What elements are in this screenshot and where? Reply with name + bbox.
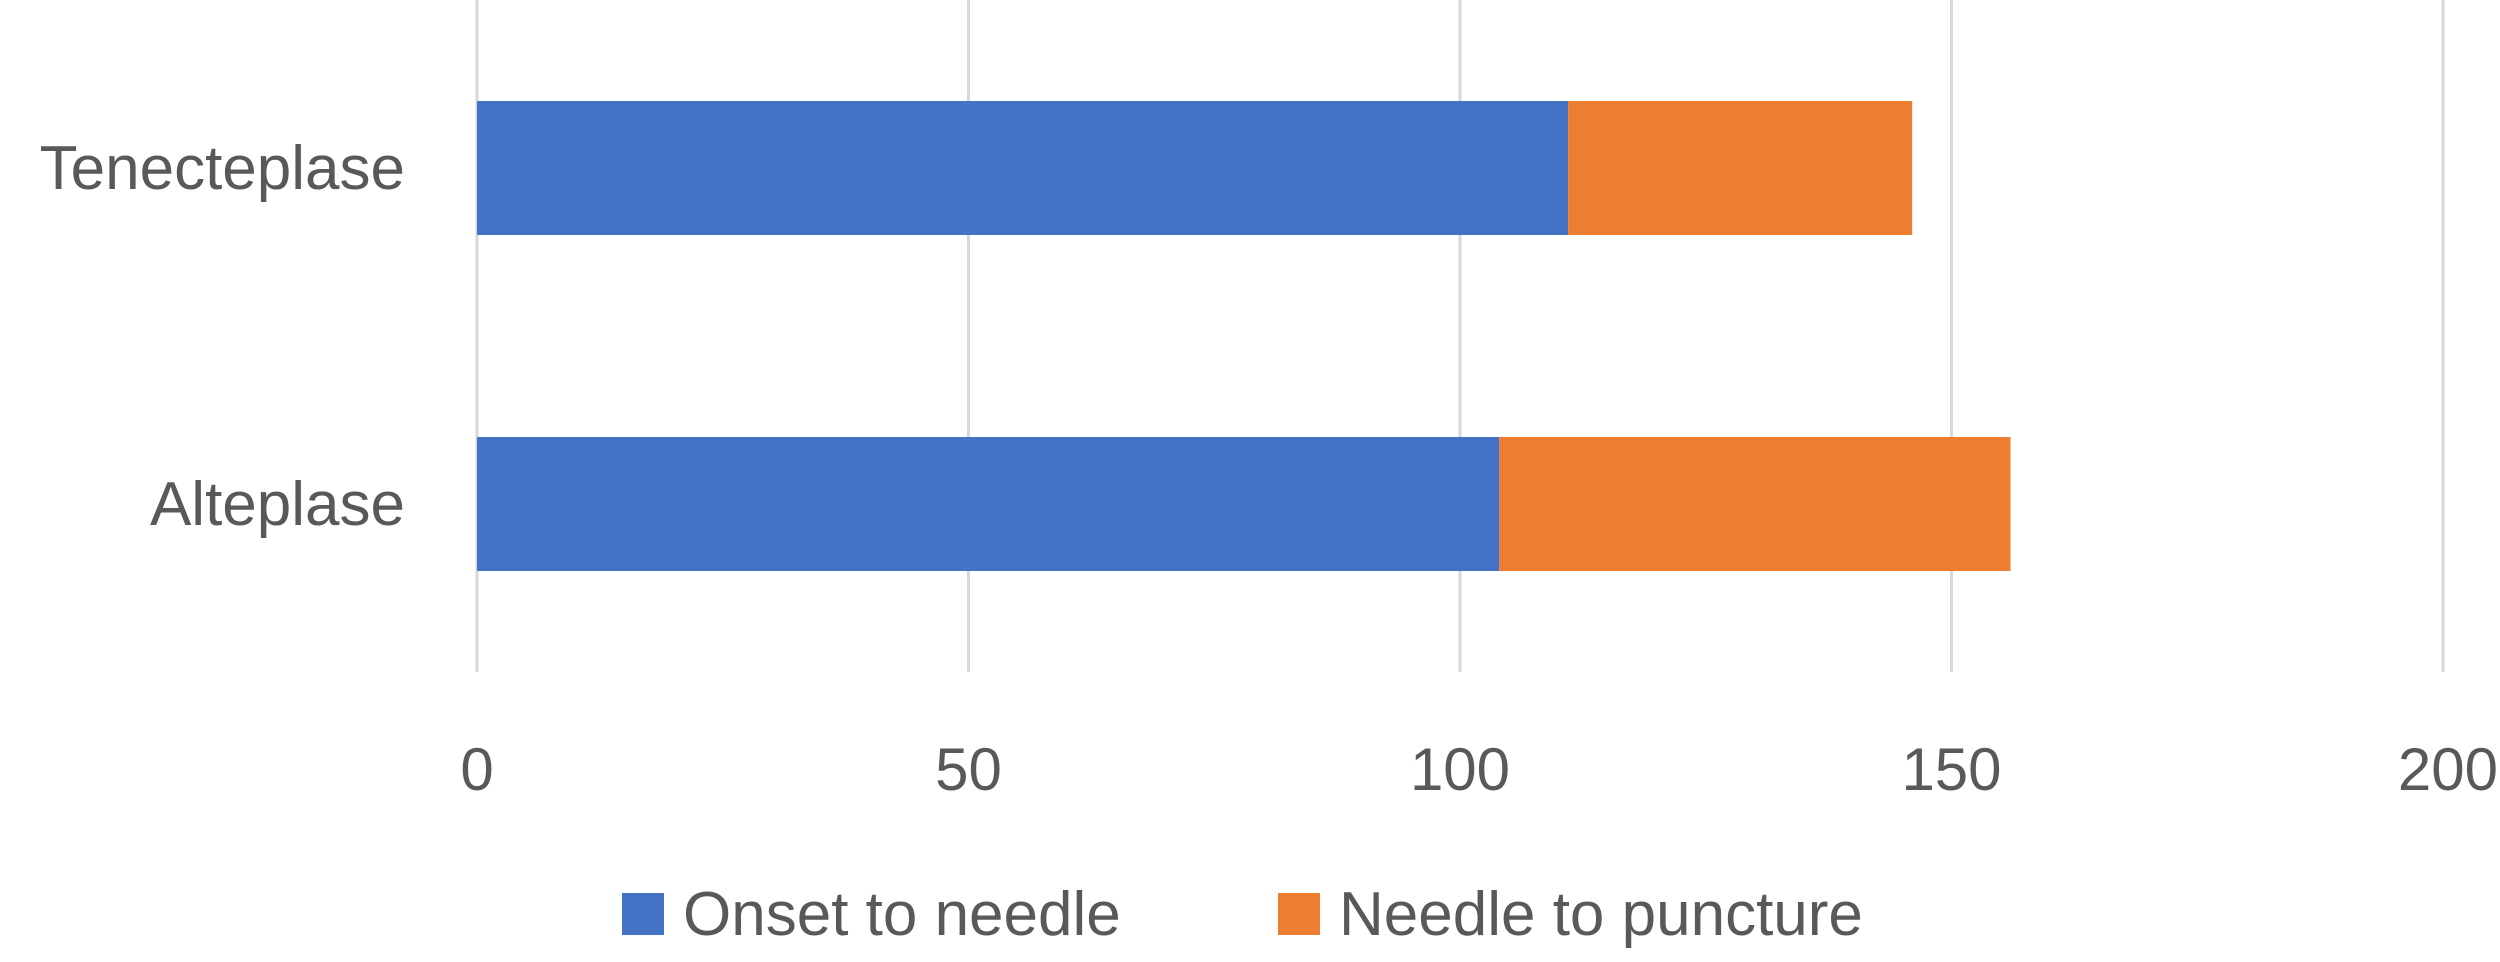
bars <box>477 101 2011 571</box>
legend: Onset to needle Needle to puncture <box>622 880 1863 949</box>
category-label-tenecteplase: Tenecteplase <box>40 134 405 203</box>
y-axis-category-labels: Tenecteplase Alteplase <box>40 134 405 539</box>
bar-tenecteplase-onset-to-needle <box>477 101 1569 235</box>
bar-alteplase-needle-to-puncture <box>1499 437 2011 571</box>
bar-alteplase-onset-to-needle <box>477 437 1500 571</box>
legend-swatch-needle-to-puncture <box>1278 893 1320 935</box>
category-label-alteplase: Alteplase <box>150 470 405 539</box>
x-axis-tick-labels: 0 50 100 150 200 <box>460 736 2498 803</box>
legend-label-onset-to-needle: Onset to needle <box>683 880 1121 949</box>
x-tick-label-50: 50 <box>935 736 1002 803</box>
x-tick-label-100: 100 <box>1410 736 1510 803</box>
bar-tenecteplase-needle-to-puncture <box>1568 101 1913 235</box>
legend-swatch-onset-to-needle <box>622 893 664 935</box>
legend-label-needle-to-puncture: Needle to puncture <box>1339 880 1863 949</box>
gridlines <box>475 0 2445 672</box>
x-tick-label-0: 0 <box>460 736 493 803</box>
x-tick-label-150: 150 <box>1901 736 2001 803</box>
x-tick-label-200: 200 <box>2398 736 2498 803</box>
